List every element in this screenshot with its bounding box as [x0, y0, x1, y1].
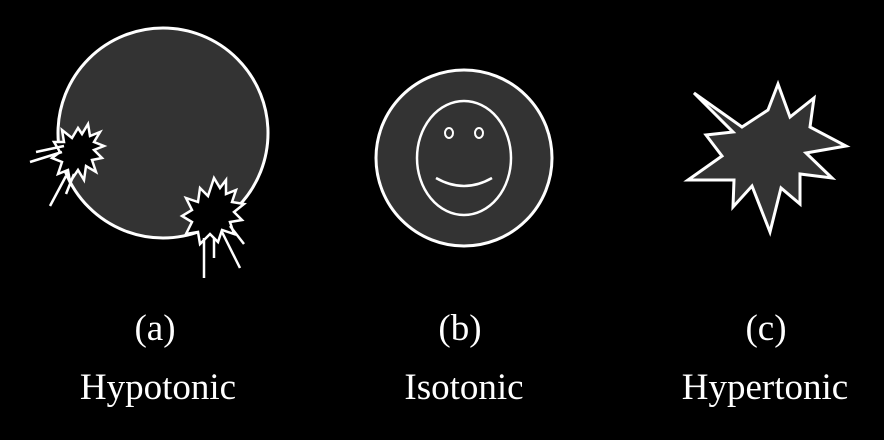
smiley-left-eye: [444, 127, 454, 139]
burst-right: [179, 175, 247, 278]
smiley-cell-icon: [374, 68, 554, 248]
panel-b-letter: (b): [438, 308, 482, 349]
cell-illustrations: [29, 26, 851, 278]
shriveled-cell: [683, 79, 851, 237]
bursting-cell-icon: [29, 26, 270, 278]
smiley-face-outline: [415, 99, 513, 217]
smiley-right-eye: [474, 127, 484, 139]
panel-a-name: Hypotonic: [79, 367, 237, 408]
panel-c-name: Hypertonic: [681, 367, 849, 408]
shriveled-cell-icon: [683, 79, 851, 237]
burst-left: [29, 120, 108, 207]
panel-b-name: Isotonic: [404, 367, 524, 408]
smiley-mouth: [435, 176, 493, 188]
panel-a-letter: (a): [134, 308, 176, 349]
panel-c-letter: (c): [745, 308, 787, 349]
